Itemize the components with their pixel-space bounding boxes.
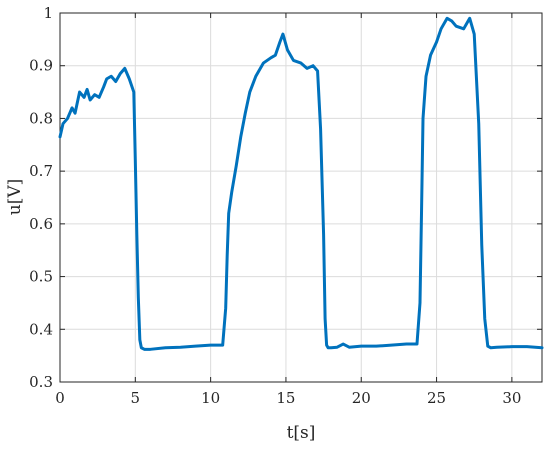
axis-ticks [59, 12, 542, 383]
y-tick-label: 0.3 [29, 373, 53, 391]
x-tick-label: 30 [502, 389, 521, 407]
series-line [58, 16, 544, 351]
y-tick-label: 1 [43, 4, 53, 22]
x-tick-label: 20 [352, 389, 371, 407]
y-tick-label: 0.8 [29, 109, 53, 127]
x-tick-label: 15 [276, 389, 295, 407]
x-tick-label: 10 [201, 389, 220, 407]
y-tick-label: 0.7 [29, 162, 53, 180]
y-tick-label: 0.4 [29, 320, 53, 338]
x-tick-label: 5 [131, 389, 141, 407]
y-tick-label: 0.6 [29, 215, 53, 233]
y-axis-label: u[V] [5, 179, 25, 216]
plot-frame [59, 12, 543, 383]
grid [59, 12, 542, 383]
y-tick-labels: 0.3 0.4 0.5 0.6 0.7 0.8 0.9 1 [29, 4, 53, 391]
x-tick-labels: 0 5 10 15 20 25 30 [55, 389, 521, 407]
x-tick-label: 25 [427, 389, 446, 407]
x-tick-label: 0 [55, 389, 65, 407]
y-tick-label: 0.9 [29, 57, 53, 75]
y-tick-label: 0.5 [29, 268, 53, 286]
x-axis-label: t[s] [287, 423, 316, 443]
